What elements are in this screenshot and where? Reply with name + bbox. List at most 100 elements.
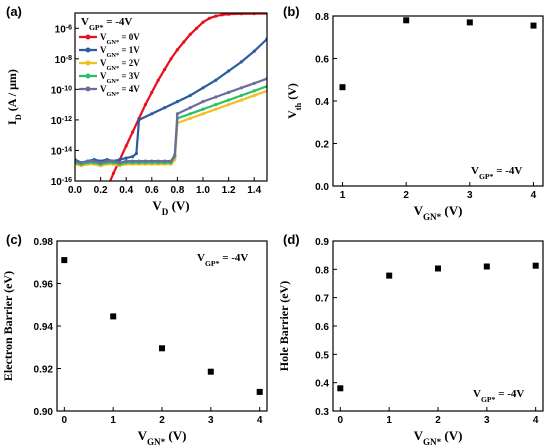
data-point xyxy=(110,313,117,320)
y-tick-label: 0.8 xyxy=(315,12,329,23)
text-part: (V) xyxy=(165,428,186,443)
legend-label: VGN* = 1V xyxy=(100,45,140,59)
x-tick-label: 0.6 xyxy=(145,185,159,196)
y-tick-label: 10-6 xyxy=(55,24,72,36)
text-part: (V) xyxy=(441,203,462,218)
text-part: 10 xyxy=(55,24,67,35)
text-part: V xyxy=(100,71,107,81)
series-point xyxy=(134,151,138,156)
x-tick-label: 2 xyxy=(403,190,409,201)
series-point xyxy=(131,130,135,134)
x-tick-label: 0.0 xyxy=(68,185,82,196)
text-part: (V) xyxy=(285,83,299,103)
text-part: (V) xyxy=(441,428,462,443)
text-part: GN* xyxy=(147,437,166,447)
series-point xyxy=(169,159,173,163)
series-point xyxy=(214,14,218,18)
series-point xyxy=(118,161,122,165)
x-tick-label: 1.4 xyxy=(247,185,261,196)
x-tick-label: 3 xyxy=(467,190,473,201)
condition-annotation: VGP* = -4V xyxy=(471,165,522,181)
data-point xyxy=(435,265,441,272)
series-line-2 xyxy=(75,38,267,164)
text-part: GN* xyxy=(423,437,442,447)
x-tick-label: 0.8 xyxy=(170,185,184,196)
series-point xyxy=(118,158,122,162)
data-point xyxy=(403,17,410,24)
text-part: (V) xyxy=(168,198,189,213)
series-point xyxy=(156,159,160,163)
series-point xyxy=(252,89,256,93)
text-part: D xyxy=(162,207,169,217)
x-axis-label: VGN* (V) xyxy=(138,428,187,447)
plot-frame xyxy=(74,12,268,182)
text-part: = -4V xyxy=(103,16,132,28)
y-tick-label: 10-16 xyxy=(51,177,72,189)
y-tick-label: 0.96 xyxy=(34,280,54,291)
series-point xyxy=(188,116,192,120)
text-part: = -4V xyxy=(219,252,248,264)
y-tick-label: 0.94 xyxy=(34,322,54,333)
series-point xyxy=(86,159,90,163)
x-tick-label: 0.2 xyxy=(94,185,108,196)
series-point xyxy=(175,48,179,52)
text-part: I xyxy=(5,120,19,125)
text-part: GP* xyxy=(205,259,220,268)
series-point xyxy=(252,93,256,98)
text-part: = 3V xyxy=(119,71,140,81)
x-tick-label: 0.4 xyxy=(119,185,133,196)
text-part: Hole Barrier xyxy=(277,305,291,371)
x-tick-label: 1.0 xyxy=(196,185,210,196)
text-part: V xyxy=(81,16,89,28)
series-point xyxy=(173,153,177,157)
series-point xyxy=(163,106,167,110)
x-tick-label: 0 xyxy=(338,415,344,426)
series-point xyxy=(252,81,256,85)
data-point xyxy=(159,345,165,352)
text-part: -16 xyxy=(62,177,72,184)
series-point xyxy=(175,112,179,116)
text-part: = 2V xyxy=(119,58,140,68)
x-axis-label: VGN* (V) xyxy=(414,203,463,222)
text-part: V xyxy=(414,203,424,218)
series-point xyxy=(201,107,205,111)
series-point xyxy=(201,86,205,90)
condition-annotation: VGP* = -4V xyxy=(81,16,132,32)
x-tick-label: 3 xyxy=(484,415,490,426)
text-part: 10 xyxy=(51,146,63,157)
x-tick-label: 2 xyxy=(159,415,165,426)
data-point xyxy=(256,388,263,395)
series-point xyxy=(163,159,167,163)
series-line-3 xyxy=(75,89,267,167)
series-point xyxy=(156,78,160,82)
plot-frame xyxy=(56,240,268,412)
series-point xyxy=(188,93,192,98)
data-point xyxy=(339,84,346,91)
y-axis-label: Vth (V) xyxy=(285,83,303,119)
series-point xyxy=(111,159,115,163)
panel-label: (b) xyxy=(283,4,300,19)
series-line-4 xyxy=(75,85,267,166)
series-point xyxy=(239,86,243,90)
y-tick-label: 0.90 xyxy=(34,407,54,418)
text-part: V xyxy=(197,252,205,264)
data-point xyxy=(466,19,473,26)
series-point xyxy=(105,159,109,163)
text-part: V xyxy=(100,84,107,94)
text-part: GN* xyxy=(107,52,120,59)
series-point xyxy=(131,159,135,163)
text-part: 10 xyxy=(55,55,67,66)
text-part: V xyxy=(471,165,479,177)
text-part: -6 xyxy=(66,24,72,31)
x-tick-label: 4 xyxy=(531,190,537,201)
y-tick-label: 0.5 xyxy=(315,350,329,361)
data-point xyxy=(207,368,214,375)
text-part: V xyxy=(138,428,148,443)
series-point xyxy=(131,155,135,159)
legend-label: VGN* = 3V xyxy=(100,71,140,85)
series-point xyxy=(150,159,154,163)
series-point xyxy=(79,161,83,165)
series-point xyxy=(220,13,224,17)
series-point xyxy=(227,90,231,94)
